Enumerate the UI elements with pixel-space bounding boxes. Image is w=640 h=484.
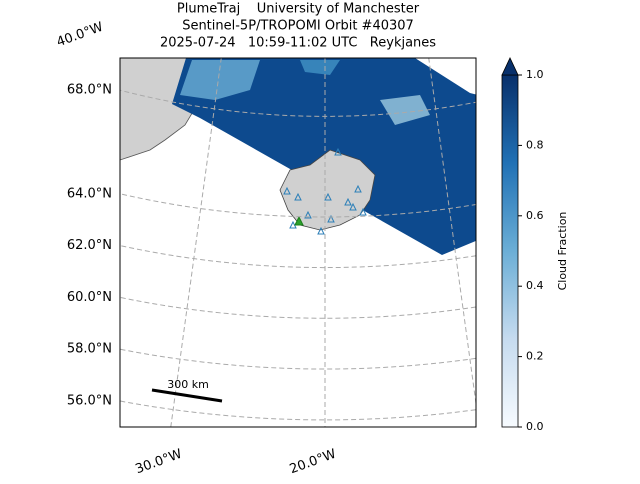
target-marker [294, 215, 304, 226]
lat-label: 64.0°N [67, 186, 112, 201]
lon-label: 30.0°W [134, 447, 185, 478]
lat-label: 56.0°N [67, 394, 112, 409]
colorbar-tick-label: 0.2 [526, 350, 544, 363]
scale-bar [151, 388, 223, 403]
colorbar-tick-label: 0.0 [526, 420, 544, 433]
lat-label: 68.0°N [67, 83, 112, 98]
meridian [170, 58, 222, 427]
colorbar-tick-label: 0.4 [526, 279, 544, 292]
colorbar-extend [501, 57, 519, 76]
lat-label: 58.0°N [67, 342, 112, 357]
plot-frame [119, 57, 477, 428]
lon-label: 40.0°W [55, 20, 106, 51]
meridian [428, 58, 476, 408]
lat-label: 62.0°N [67, 238, 112, 253]
title-line: PlumeTraj University of Manchester [177, 2, 420, 17]
cloud-patch [300, 60, 340, 75]
colorbar-tick-label: 0.6 [526, 209, 544, 222]
colorbar-tick-label: 1.0 [526, 68, 544, 81]
colorbar-tick-label: 0.8 [526, 138, 544, 151]
lat-label: 60.0°N [67, 290, 112, 305]
scale-bar-label: 300 km [167, 378, 209, 391]
lon-label: 20.0°W [288, 447, 339, 478]
graticule [120, 58, 476, 427]
colorbar-label: Cloud Fraction [556, 212, 569, 291]
cloud-patch [180, 60, 260, 100]
title-line: 2025-07-24 10:59-11:02 UTC Reykjanes [160, 36, 436, 51]
parallel [120, 193, 476, 218]
map-area [120, 58, 476, 427]
colorbar [501, 74, 519, 428]
title-line: Sentinel-5P/TROPOMI Orbit #40307 [182, 19, 414, 34]
cloud-patch [380, 95, 430, 125]
